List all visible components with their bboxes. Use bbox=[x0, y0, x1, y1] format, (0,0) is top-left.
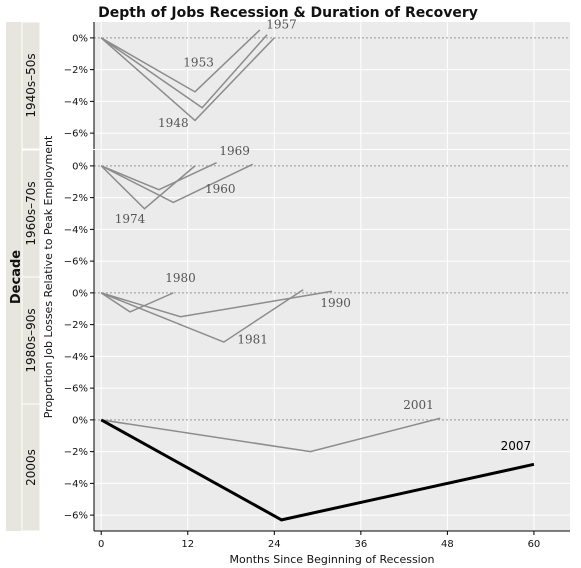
series-label-1990: 1990 bbox=[320, 296, 351, 310]
series-line-1981 bbox=[100, 289, 304, 343]
series-label-1960: 1960 bbox=[205, 182, 236, 196]
series-label-1969: 1969 bbox=[219, 144, 250, 158]
series-line-1953 bbox=[100, 29, 261, 93]
x-tick-label: 60 bbox=[528, 539, 541, 550]
y-tick-label: −2% bbox=[64, 65, 88, 76]
series-label-1980: 1980 bbox=[165, 271, 196, 285]
y-tick-label: −2% bbox=[64, 320, 88, 331]
y-tick-label: −4% bbox=[64, 225, 88, 236]
panel-background bbox=[94, 404, 570, 531]
y-tick-label: 0% bbox=[72, 33, 88, 44]
series-line-2007 bbox=[100, 418, 535, 522]
series-line-1948 bbox=[100, 37, 275, 122]
facet-strip bbox=[21, 403, 41, 532]
x-tick-label: 36 bbox=[354, 539, 367, 550]
facet-strip-label: 1940s–50s bbox=[24, 53, 38, 117]
y-tick-label: −6% bbox=[64, 257, 88, 268]
x-axis-label: Months Since Beginning of Recession bbox=[230, 553, 435, 566]
x-tick-label: 48 bbox=[441, 539, 454, 550]
y-tick-label: −6% bbox=[64, 129, 88, 140]
facet-strip bbox=[21, 21, 41, 150]
y-tick-label: −6% bbox=[64, 384, 88, 395]
facet-panel: 1980s–90s 0% −2% −4% −6% bbox=[21, 276, 570, 405]
y-tick-label: 0% bbox=[72, 415, 88, 426]
series-line-1960 bbox=[100, 163, 253, 204]
y-tick-label: −6% bbox=[64, 511, 88, 522]
facet-panel: 1940s–50s 0% −2% −4% −6% bbox=[21, 21, 570, 150]
y-tick-label: −2% bbox=[64, 193, 88, 204]
x-tick-label: 0 bbox=[98, 539, 104, 550]
panel-background bbox=[94, 277, 570, 404]
series-label-1974: 1974 bbox=[115, 212, 146, 226]
y-tick-label: −2% bbox=[64, 447, 88, 458]
facet-strip-label: 1980s–90s bbox=[24, 308, 38, 372]
y-tick-label: −4% bbox=[64, 352, 88, 363]
series-line-1974 bbox=[100, 165, 196, 210]
series-label-1981: 1981 bbox=[237, 333, 268, 347]
facet-strip-label: 2000s bbox=[24, 449, 38, 486]
facet-panels: 1940s–50s 0% −2% −4% −6% 1960s–70s 0% −2% −4% −6%… bbox=[21, 17, 570, 532]
x-tick-label: 24 bbox=[268, 539, 281, 550]
series-line-1990 bbox=[100, 290, 333, 318]
chart-title: Depth of Jobs Recession & Duration of Re… bbox=[98, 5, 478, 21]
y-axis-label: Proportion Job Losses Relative to Peak E… bbox=[42, 135, 55, 418]
x-axis: 0 12 24 36 48 60 bbox=[94, 530, 570, 550]
series-label-2001: 2001 bbox=[403, 398, 434, 412]
facet-strip-label: 1960s–70s bbox=[24, 181, 38, 245]
panel-background bbox=[94, 22, 570, 149]
series-label-1957: 1957 bbox=[266, 17, 297, 31]
series-line-1957 bbox=[100, 34, 268, 109]
decade-axis-label: Decade bbox=[9, 250, 24, 304]
y-tick-label: −4% bbox=[64, 97, 88, 108]
facet-panel: 2000s 0% −2% −4% −6% bbox=[21, 403, 570, 532]
decade-strip-background bbox=[6, 22, 22, 531]
series-line-1969 bbox=[100, 162, 217, 191]
y-tick-label: −4% bbox=[64, 479, 88, 490]
series-label-2007: 2007 bbox=[501, 439, 532, 453]
panel-background bbox=[94, 150, 570, 277]
y-tick-label: 0% bbox=[72, 161, 88, 172]
series-line-1980 bbox=[100, 292, 174, 313]
facet-panel: 1960s–70s 0% −2% −4% −6% bbox=[21, 149, 570, 278]
x-tick-label: 12 bbox=[181, 539, 194, 550]
y-tick-label: 0% bbox=[72, 288, 88, 299]
series-line-2001 bbox=[101, 417, 441, 453]
series-label-1948: 1948 bbox=[158, 116, 189, 130]
series-label-1953: 1953 bbox=[183, 55, 214, 69]
